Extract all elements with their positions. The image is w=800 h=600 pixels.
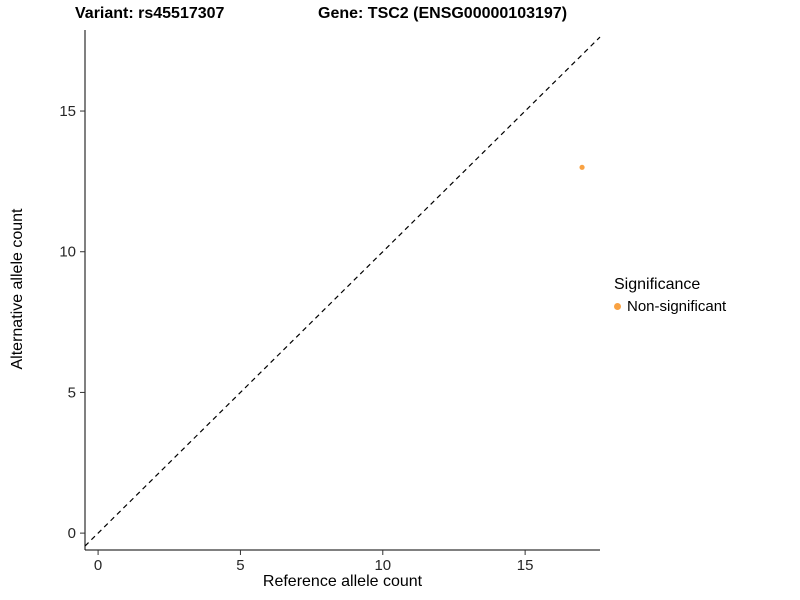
legend-entry: Non-significant [614,298,726,315]
legend-title: Significance [614,276,701,293]
y-axis-tick-label: 5 [68,384,76,401]
legend: Significance Non-significant [614,276,726,315]
identity-line [84,36,601,547]
legend-entry-label: Non-significant [627,298,727,315]
data-point [579,164,585,170]
x-axis-tick-label: 5 [236,557,244,574]
y-axis-tick-label: 10 [59,244,76,261]
y-axis-tick-label: 0 [68,525,76,542]
gene-title: Gene: TSC2 (ENSG00000103197) [318,5,568,22]
y-axis-tick-label: 15 [59,103,76,120]
x-axis-title: Reference allele count [262,573,423,590]
x-axis-tick-label: 10 [374,557,391,574]
x-axis-tick-label: 15 [517,557,534,574]
legend-point-icon [614,303,621,310]
variant-title: Variant: rs45517307 [75,5,225,22]
x-axis-tick-label: 0 [94,557,102,574]
y-axis-title: Alternative allele count [9,208,26,370]
